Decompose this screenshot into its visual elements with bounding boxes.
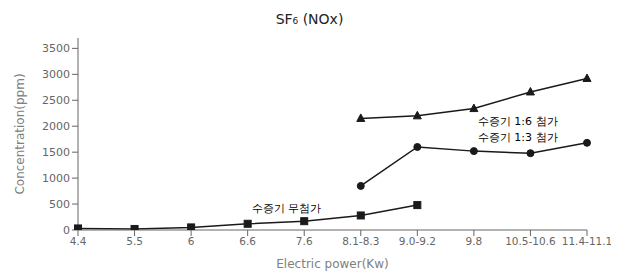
svg-text:500: 500 — [49, 198, 70, 211]
svg-text:5.5: 5.5 — [126, 235, 143, 247]
svg-text:2500: 2500 — [42, 94, 70, 107]
svg-text:수증기 1:6 첨가: 수증기 1:6 첨가 — [478, 115, 558, 128]
svg-text:3000: 3000 — [42, 68, 70, 81]
html-text:SF₆ (NOx): SF₆ (NOx) — [275, 11, 344, 27]
svg-text:6.6: 6.6 — [239, 235, 256, 247]
svg-text:9.0-9.2: 9.0-9.2 — [399, 235, 436, 247]
svg-text:1000: 1000 — [42, 172, 70, 185]
svg-text:Electric power(Kw): Electric power(Kw) — [276, 257, 388, 271]
svg-text:수증기 무첨가: 수증기 무첨가 — [252, 202, 322, 215]
svg-text:6: 6 — [188, 235, 195, 247]
svg-text:3500: 3500 — [42, 42, 70, 55]
svg-text:7.6: 7.6 — [296, 235, 313, 247]
svg-text:9.8: 9.8 — [466, 235, 483, 247]
svg-text:2000: 2000 — [42, 120, 70, 133]
svg-text:수증기 1:3 첨가: 수증기 1:3 첨가 — [478, 131, 558, 144]
svg-text:10.5-10.6: 10.5-10.6 — [505, 235, 556, 247]
svg-text:4.4: 4.4 — [70, 235, 87, 247]
svg-text:Concentration(ppm): Concentration(ppm) — [13, 73, 27, 194]
svg-text:1500: 1500 — [42, 146, 70, 159]
svg-text:0: 0 — [63, 224, 70, 237]
svg-text:8.1-8.3: 8.1-8.3 — [342, 235, 379, 247]
svg-text:11.4-11.1: 11.4-11.1 — [562, 235, 611, 247]
